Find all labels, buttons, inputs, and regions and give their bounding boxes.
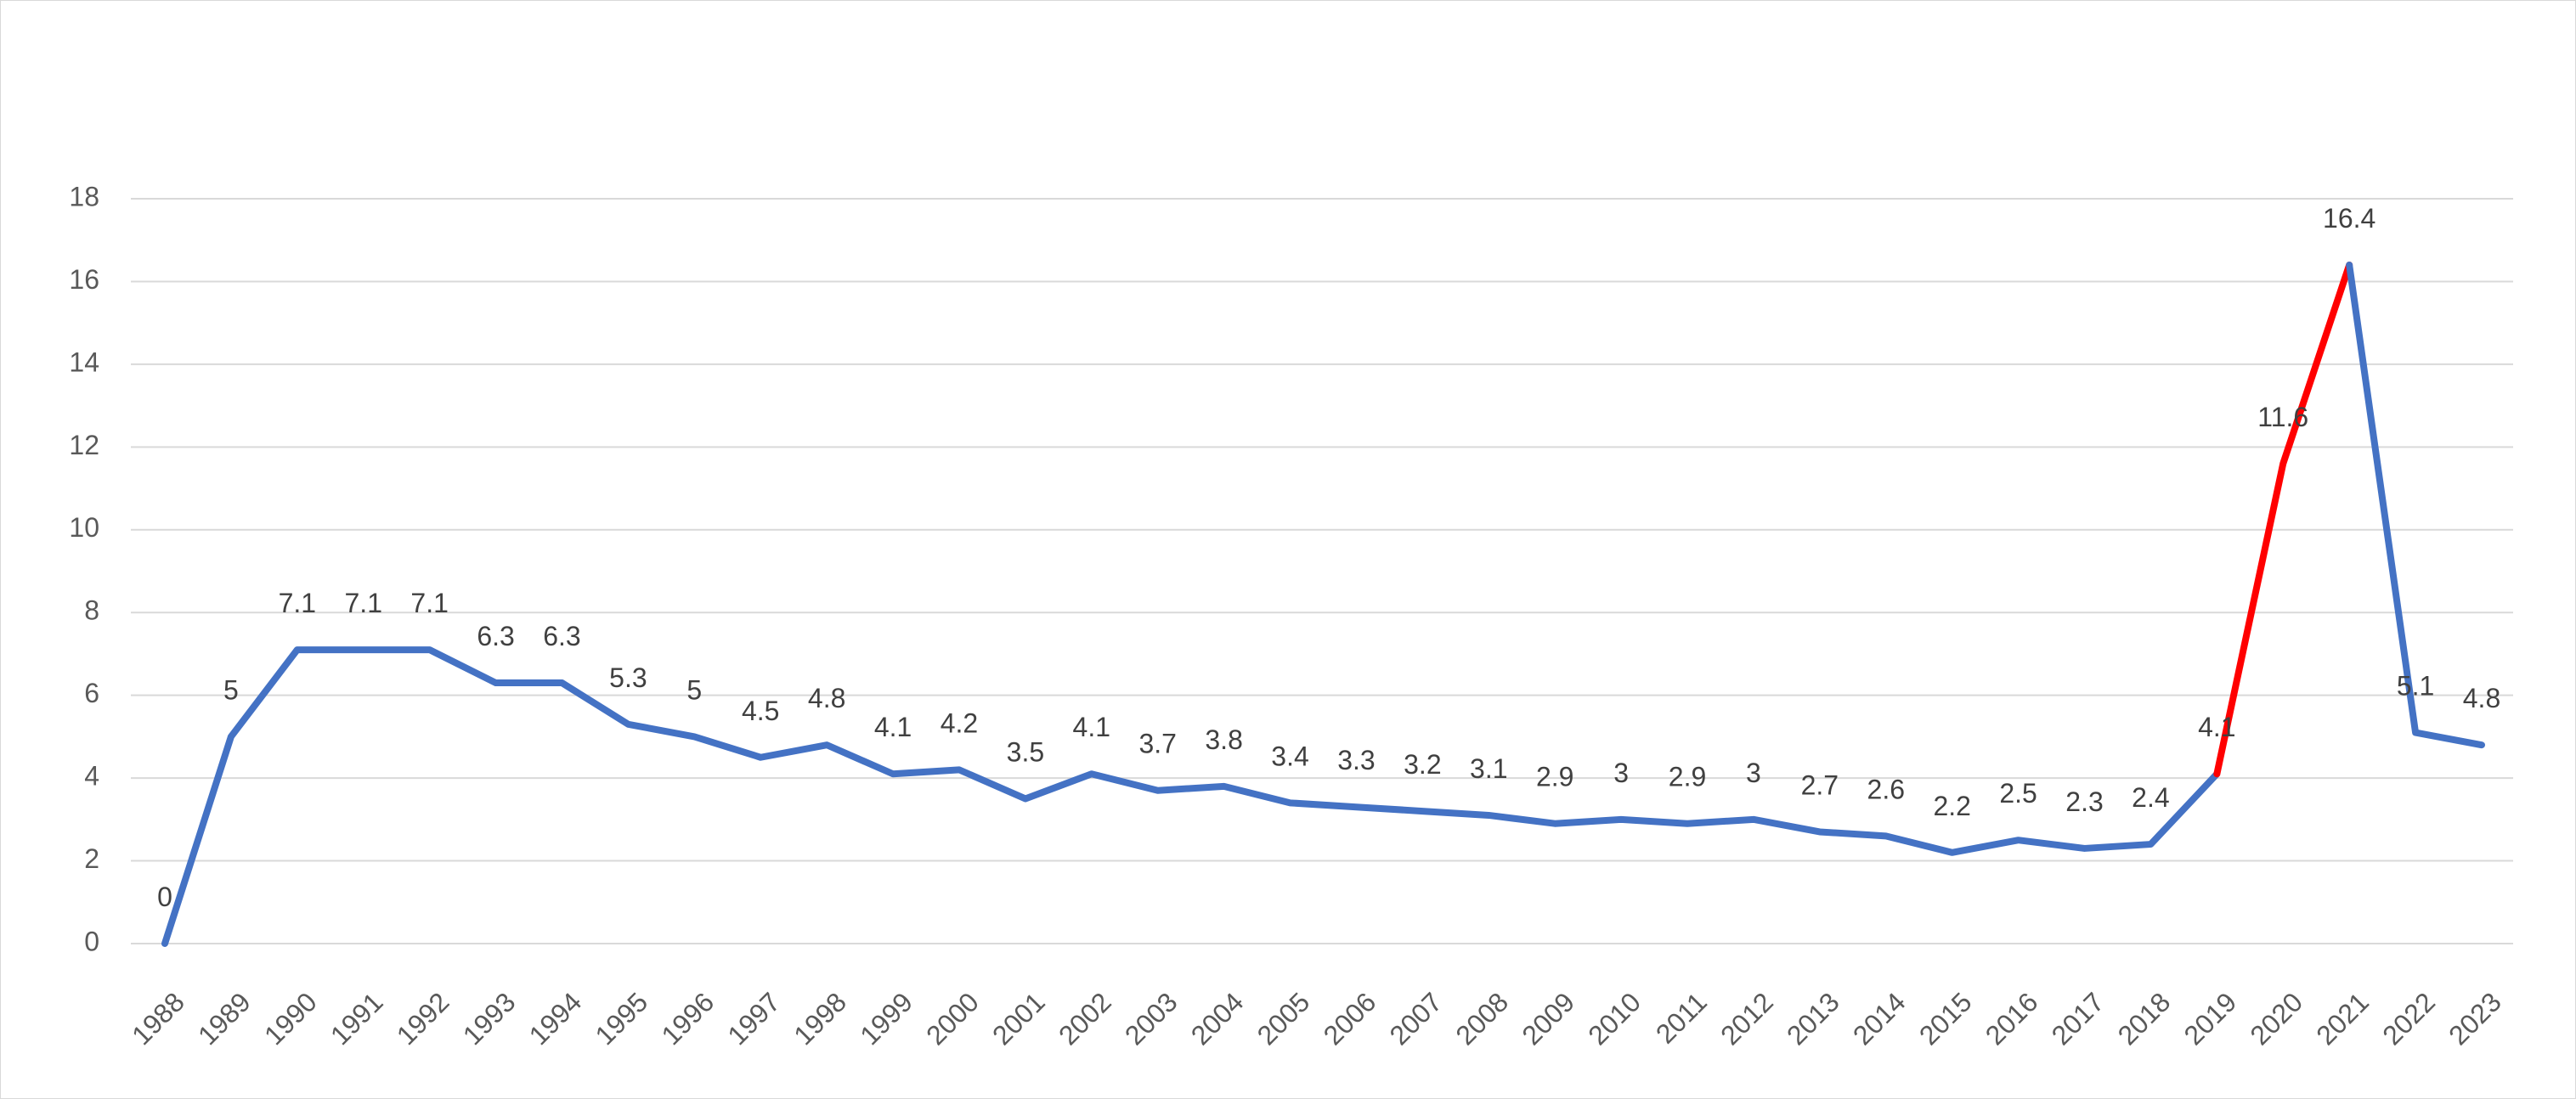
data-label-2006: 3.3 xyxy=(1337,745,1375,775)
x-tick-label-1995: 1995 xyxy=(590,986,654,1051)
y-tick-label-10: 10 xyxy=(69,512,99,543)
x-tick-label-2023: 2023 xyxy=(2443,986,2507,1051)
x-tick-label-2004: 2004 xyxy=(1185,986,1250,1051)
y-tick-label-14: 14 xyxy=(69,347,99,377)
x-tick-label-2022: 2022 xyxy=(2376,986,2441,1051)
data-label-2020: 11.6 xyxy=(2257,402,2308,432)
data-label-1996: 5 xyxy=(686,674,702,705)
y-tick-label-18: 18 xyxy=(69,181,99,211)
data-label-2011: 2.9 xyxy=(1669,762,1706,792)
data-label-2014: 2.6 xyxy=(1867,774,1905,804)
x-tick-label-2007: 2007 xyxy=(1384,986,1449,1051)
data-label-2018: 2.4 xyxy=(2132,782,2169,813)
y-tick-label-12: 12 xyxy=(69,430,99,460)
x-tick-label-1999: 1999 xyxy=(854,986,918,1051)
x-tick-label-1993: 1993 xyxy=(457,986,522,1051)
y-tick-label-4: 4 xyxy=(84,761,99,792)
x-tick-label-2018: 2018 xyxy=(2112,986,2177,1051)
data-label-1990: 7.1 xyxy=(279,588,316,618)
data-label-2004: 3.8 xyxy=(1205,724,1242,755)
x-tick-label-1990: 1990 xyxy=(258,986,323,1051)
data-label-2001: 3.5 xyxy=(1007,736,1044,767)
y-tick-label-0: 0 xyxy=(84,926,99,956)
y-tick-label-16: 16 xyxy=(69,264,99,295)
x-tick-label-1991: 1991 xyxy=(325,986,389,1051)
data-label-2002: 4.1 xyxy=(1073,712,1110,742)
data-label-1993: 6.3 xyxy=(477,621,514,651)
x-tick-label-2014: 2014 xyxy=(1847,986,1912,1051)
data-label-2016: 2.5 xyxy=(1999,778,2037,809)
y-axis-tick-labels: 0 2 4 6 8 10 12 14 16 18 xyxy=(69,181,99,956)
y-tick-label-8: 8 xyxy=(84,595,99,626)
data-label-2021: 16.4 xyxy=(2323,203,2375,234)
x-tick-label-2002: 2002 xyxy=(1053,986,1117,1051)
data-label-1991: 7.1 xyxy=(345,588,382,618)
x-tick-label-2012: 2012 xyxy=(1715,986,1779,1051)
data-label-1995: 5.3 xyxy=(609,662,647,693)
data-label-1997: 4.5 xyxy=(742,696,779,726)
data-label-2000: 4.2 xyxy=(941,707,978,738)
data-label-1994: 6.3 xyxy=(543,621,580,651)
x-tick-label-2016: 2016 xyxy=(1980,986,2044,1051)
x-tick-label-2000: 2000 xyxy=(920,986,985,1051)
y-tick-label-2: 2 xyxy=(84,843,99,874)
data-label-2015: 2.2 xyxy=(1933,791,1970,821)
x-tick-label-1997: 1997 xyxy=(721,986,786,1051)
data-label-2013: 2.7 xyxy=(1801,769,1839,800)
data-labels: 0 5 7.1 7.1 7.1 6.3 6.3 5.3 5 4.5 4.8 4.1 4.2 3.5 4.1 3… xyxy=(157,203,2500,912)
x-tick-label-2008: 2008 xyxy=(1449,986,1514,1051)
x-tick-label-2013: 2013 xyxy=(1781,986,1845,1051)
x-tick-label-2017: 2017 xyxy=(2046,986,2110,1051)
data-label-2005: 3.4 xyxy=(1271,741,1308,771)
data-label-1998: 4.8 xyxy=(808,683,845,713)
series-line-main xyxy=(161,646,2221,947)
x-tick-label-2006: 2006 xyxy=(1318,986,1382,1051)
x-tick-label-2011: 2011 xyxy=(1650,986,1713,1049)
x-tick-label-2010: 2010 xyxy=(1582,986,1647,1051)
data-label-2008: 3.1 xyxy=(1470,753,1507,784)
y-tick-label-6: 6 xyxy=(84,678,99,708)
x-tick-label-2019: 2019 xyxy=(2178,986,2242,1051)
x-tick-label-1998: 1998 xyxy=(788,986,852,1051)
data-label-2012: 3 xyxy=(1746,758,1761,788)
data-label-1989: 5 xyxy=(223,674,239,705)
x-tick-label-2009: 2009 xyxy=(1516,986,1580,1051)
data-label-2010: 3 xyxy=(1613,758,1629,788)
series-lines xyxy=(161,261,2485,947)
data-label-2019: 4.1 xyxy=(2198,712,2235,742)
data-label-2017: 2.3 xyxy=(2065,786,2103,817)
data-label-1988: 0 xyxy=(157,882,172,912)
data-label-2022: 5.1 xyxy=(2397,671,2434,702)
data-label-2023: 4.8 xyxy=(2463,683,2500,713)
data-label-2007: 3.2 xyxy=(1404,749,1441,780)
data-label-2009: 2.9 xyxy=(1536,762,1573,792)
x-tick-label-1996: 1996 xyxy=(655,986,720,1051)
x-axis-tick-labels: 1988 1989 1990 1991 1992 1993 1994 1995 1996 1997… xyxy=(126,986,2507,1051)
x-tick-label-1989: 1989 xyxy=(192,986,257,1051)
grid-lines xyxy=(131,198,2513,944)
data-label-1999: 4.1 xyxy=(874,712,912,742)
x-tick-label-1992: 1992 xyxy=(391,986,455,1051)
x-tick-label-2021: 2021 xyxy=(2310,986,2375,1051)
series-line-highlight xyxy=(2213,261,2353,778)
x-tick-label-1988: 1988 xyxy=(126,986,190,1051)
x-tick-label-2005: 2005 xyxy=(1251,986,1316,1051)
x-tick-label-2015: 2015 xyxy=(1913,986,1978,1051)
x-tick-label-2001: 2001 xyxy=(986,986,1051,1051)
x-tick-label-2020: 2020 xyxy=(2244,986,2308,1051)
x-tick-label-2003: 2003 xyxy=(1119,986,1183,1051)
data-label-2003: 3.7 xyxy=(1138,729,1176,759)
x-tick-label-1994: 1994 xyxy=(523,986,588,1051)
data-label-1992: 7.1 xyxy=(410,588,448,618)
